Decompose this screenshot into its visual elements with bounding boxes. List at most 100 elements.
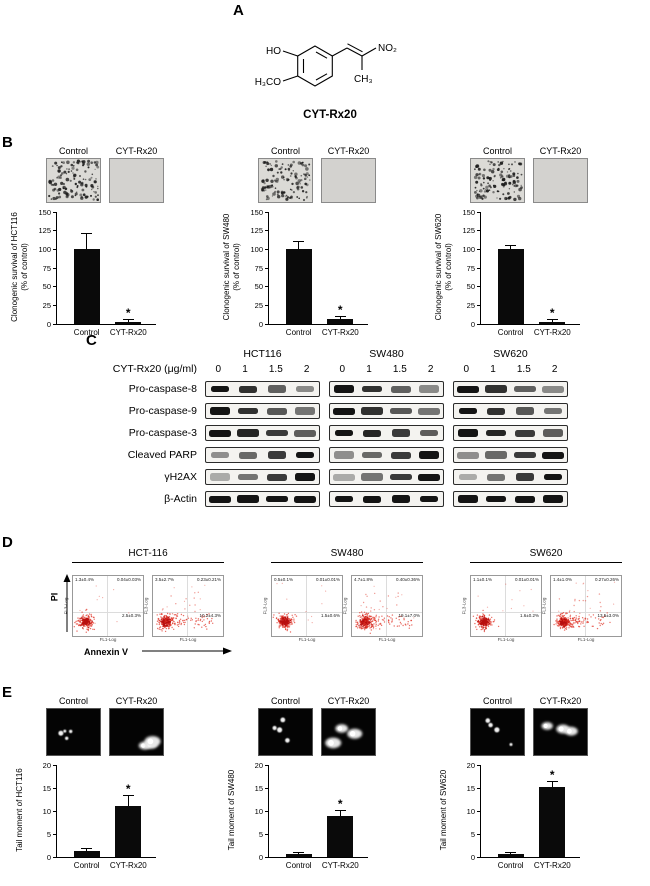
protein-label: Cleaved PARP bbox=[127, 449, 197, 461]
dose-values: 0 1 1.5 2 bbox=[329, 364, 444, 375]
protein-label: Pro-caspase-8 bbox=[128, 383, 197, 395]
dose-value: 1 bbox=[242, 363, 248, 375]
y-tick-label: 5 bbox=[46, 829, 51, 839]
blot-band bbox=[265, 496, 288, 502]
y-tick-label: 50 bbox=[466, 282, 475, 292]
bar-control bbox=[497, 854, 524, 857]
significance-star: * bbox=[337, 797, 343, 811]
panel-e-label: E bbox=[2, 684, 13, 701]
flow-dot-cloud bbox=[355, 585, 415, 634]
flow-plot-row: 1.3±0.4% 0.04±0.03% 2.5±0.3% FL1-Log FL3-Log… bbox=[64, 575, 224, 642]
blot-band bbox=[209, 429, 232, 437]
plot-area: 0 5 10 15 20 Control * CYT-Rx20 bbox=[255, 761, 368, 870]
y-tick-label: 75 bbox=[254, 263, 263, 273]
y-tick-label: 0 bbox=[470, 852, 475, 862]
blot-band bbox=[362, 452, 383, 458]
dose-values: 0 1 1.5 2 bbox=[453, 364, 568, 375]
y-tick bbox=[53, 764, 57, 766]
y-tick bbox=[53, 211, 57, 213]
quadrant-ul-value: 3.5±2.7% bbox=[155, 577, 174, 582]
y-tick bbox=[53, 304, 57, 306]
flow-dot-cloud bbox=[553, 581, 616, 631]
cytrx20-label: CYT-Rx20 bbox=[327, 146, 370, 156]
quadrant-hline bbox=[471, 612, 541, 613]
quadrant-vline bbox=[106, 576, 108, 636]
error-cap bbox=[505, 244, 517, 246]
image-column: CYT-Rx20 bbox=[533, 146, 588, 203]
flow-plot: 1.4±1.0% 0.27±0.26% 13.5±3.0% FL1-Log FL3-Lo… bbox=[542, 575, 622, 642]
comet-blobs bbox=[541, 722, 578, 736]
control-label: Control bbox=[482, 696, 512, 706]
quadrant-ur-value: 0.04±0.03% bbox=[117, 577, 141, 582]
blot-dose-row: CYT-Rx20 (μg/ml) 0 1 1.5 2 0 1 1.5 2 0 1 1.5 2 bbox=[6, 363, 650, 375]
plot: 0 25 50 75 100 125 150 Control * CYT-Rx20 bbox=[250, 208, 368, 337]
bar-control bbox=[285, 249, 312, 324]
image-column: CYT-Rx20 bbox=[533, 696, 588, 756]
quadrant-ul-value: 1.3±0.4% bbox=[75, 577, 94, 582]
flow-plot: 1.1±0.1% 0.01±0.01% 1.6±0.2% FL1-Log FL3-Log bbox=[462, 575, 542, 642]
y-tick-label: 5 bbox=[258, 829, 263, 839]
y-tick bbox=[477, 267, 481, 269]
quadrant-hline bbox=[551, 612, 621, 613]
blot-band bbox=[486, 430, 507, 436]
error-cap bbox=[81, 233, 93, 235]
blot-cellline-sw620: SW620 bbox=[493, 348, 528, 360]
blot-band bbox=[334, 451, 355, 459]
dose-value: 2 bbox=[303, 363, 310, 375]
blot-band bbox=[458, 429, 479, 437]
quadrant-ul-value: 0.5±0.1% bbox=[274, 577, 293, 582]
y-tick bbox=[265, 304, 269, 306]
y-tick bbox=[477, 323, 481, 325]
y-tick-label: 15 bbox=[254, 783, 263, 793]
y-axis-title-text: Tail moment of SW620 bbox=[439, 735, 449, 885]
dose-values: 0 1 1.5 2 bbox=[205, 364, 320, 375]
flow-y-axis-label: FL3-Log bbox=[461, 597, 467, 615]
y-axis-title-text: Tail moment of SW480 bbox=[227, 735, 237, 885]
y-tick-label: 100 bbox=[250, 244, 263, 254]
significance-star: * bbox=[125, 306, 131, 321]
blot-band bbox=[295, 452, 314, 458]
blot-strip bbox=[453, 491, 568, 507]
cytrx20-label: CYT-Rx20 bbox=[327, 696, 370, 706]
y-tick bbox=[53, 230, 57, 232]
hydroxyl-label: HO bbox=[266, 46, 281, 57]
y-tick bbox=[265, 211, 269, 213]
flow-plot: 1.3±0.4% 0.04±0.03% 2.5±0.3% FL1-Log FL3-Log bbox=[64, 575, 144, 642]
error-whisker bbox=[551, 781, 553, 788]
y-tick bbox=[53, 856, 57, 858]
y-axis-title-line2: (% of control) bbox=[20, 243, 29, 291]
flow-dot-cloud bbox=[272, 582, 327, 633]
blot-band bbox=[417, 407, 440, 415]
cytrx20-label: CYT-Rx20 bbox=[539, 146, 582, 156]
plot-area: 0 25 50 75 100 125 150 Control * CYT-Rx20 bbox=[462, 208, 580, 337]
plot-area: 0 25 50 75 100 125 150 Control * CYT-Rx20 bbox=[250, 208, 368, 337]
y-tick bbox=[53, 267, 57, 269]
dose-value: 0 bbox=[463, 363, 470, 375]
blot-strip bbox=[205, 469, 320, 485]
bar-chart-tailmoment-sw620: Tail moment of SW620 0 5 10 15 20 Control * CYT-… bbox=[432, 761, 644, 870]
quadrant-hline bbox=[73, 612, 143, 613]
control-label: Control bbox=[58, 696, 88, 706]
y-tick-label: 100 bbox=[38, 244, 51, 254]
quadrant-ur-value: 0.01±0.01% bbox=[515, 577, 539, 582]
blot-band bbox=[335, 430, 354, 436]
flow-dot-cloud bbox=[73, 585, 130, 633]
panel-b-clonogenic: Control CYT-Rx20 Clonogenic survival of … bbox=[8, 146, 644, 337]
error-whisker bbox=[298, 852, 300, 855]
annexin-axis-arrow bbox=[142, 647, 232, 655]
blot-band bbox=[211, 386, 230, 392]
blot-band bbox=[363, 429, 382, 437]
blot-band bbox=[418, 385, 439, 393]
error-whisker bbox=[510, 245, 512, 250]
blot-cellline-hct116: HCT116 bbox=[243, 348, 282, 360]
comet-images: Control CYT-Rx20 bbox=[46, 696, 220, 756]
bar-cyt-rx20 bbox=[539, 321, 566, 324]
blot-band bbox=[487, 473, 506, 481]
flow-x-axis-label: FL1-Log bbox=[179, 637, 197, 642]
colony-image-control bbox=[258, 158, 313, 203]
blot-band bbox=[266, 473, 287, 481]
y-tick bbox=[477, 230, 481, 232]
blot-band bbox=[333, 407, 356, 415]
y-tick bbox=[265, 810, 269, 812]
blot-band bbox=[515, 473, 534, 481]
